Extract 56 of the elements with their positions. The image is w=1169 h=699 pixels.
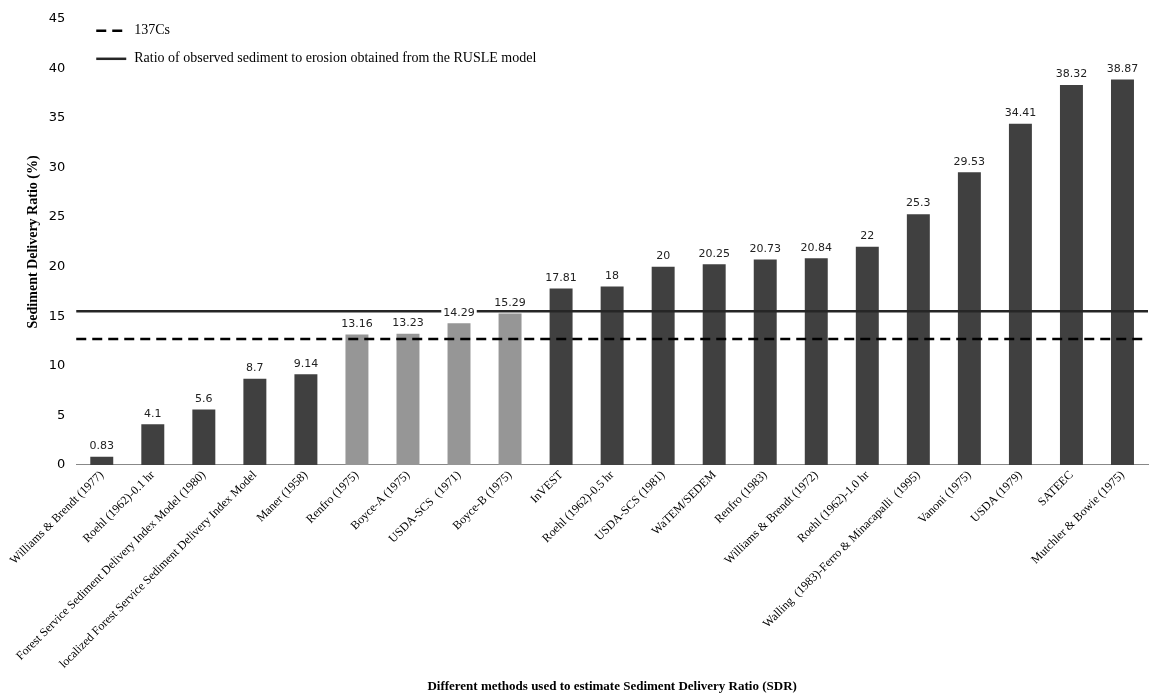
data-label: 5.6 xyxy=(195,391,213,405)
data-label: 29.53 xyxy=(953,154,986,168)
data-label: 17.81 xyxy=(545,270,577,284)
data-label: 18 xyxy=(605,268,620,282)
data-label: 13.23 xyxy=(392,316,424,330)
data-label: 14.29 xyxy=(443,305,475,319)
bar xyxy=(294,374,318,465)
bar xyxy=(90,456,114,465)
data-label: 34.41 xyxy=(1004,106,1037,120)
bar xyxy=(498,313,522,465)
y-tick-label: 10 xyxy=(48,357,66,373)
y-tick-label: 20 xyxy=(48,258,66,274)
y-axis-title: Sediment Delivery Ratio (%) xyxy=(24,155,41,329)
data-label: 20.73 xyxy=(749,241,781,255)
bar xyxy=(753,259,777,465)
y-tick-label: 25 xyxy=(48,208,66,224)
bar xyxy=(549,288,573,465)
bar xyxy=(396,333,420,465)
data-label: 38.87 xyxy=(1106,61,1139,75)
y-tick-label: 40 xyxy=(48,59,66,75)
data-label: 9.14 xyxy=(293,356,319,370)
bar xyxy=(855,246,879,465)
bar xyxy=(1111,79,1134,465)
bar xyxy=(600,286,624,465)
data-label: 8.7 xyxy=(246,361,264,375)
x-axis-title: Different methods used to estimate Sediment Delivery Ratio (SDR) xyxy=(427,677,797,693)
bar xyxy=(447,323,471,465)
data-label: 4.1 xyxy=(144,406,162,420)
bar xyxy=(1059,85,1083,465)
y-tick-label: 15 xyxy=(48,307,66,323)
y-tick-label: 30 xyxy=(48,158,66,174)
data-label: 15.29 xyxy=(494,295,526,309)
bar xyxy=(957,172,981,465)
data-label: 38.32 xyxy=(1055,67,1088,81)
data-label: 22 xyxy=(860,229,875,243)
legend-label: 137Cs xyxy=(134,22,171,38)
y-tick-label: 0 xyxy=(56,456,66,472)
data-label: 0.83 xyxy=(89,439,115,453)
legend-label: Ratio of observed sediment to erosion obtained from the RUSLE model xyxy=(134,50,537,66)
data-label: 20 xyxy=(656,249,671,263)
y-tick-label: 5 xyxy=(56,406,66,422)
y-tick-label: 45 xyxy=(48,10,66,26)
data-label: 13.16 xyxy=(341,316,373,330)
bar xyxy=(192,409,216,465)
bar xyxy=(141,424,165,465)
bar xyxy=(345,334,369,465)
data-label: 20.84 xyxy=(800,240,833,254)
bar xyxy=(906,214,930,465)
bar xyxy=(702,264,726,465)
data-label: 20.25 xyxy=(698,246,730,260)
y-tick-label: 35 xyxy=(48,109,66,125)
bar xyxy=(243,378,267,465)
bar xyxy=(1008,123,1032,465)
bar xyxy=(651,266,675,465)
bar xyxy=(804,258,828,465)
data-label: 25.3 xyxy=(906,196,931,210)
